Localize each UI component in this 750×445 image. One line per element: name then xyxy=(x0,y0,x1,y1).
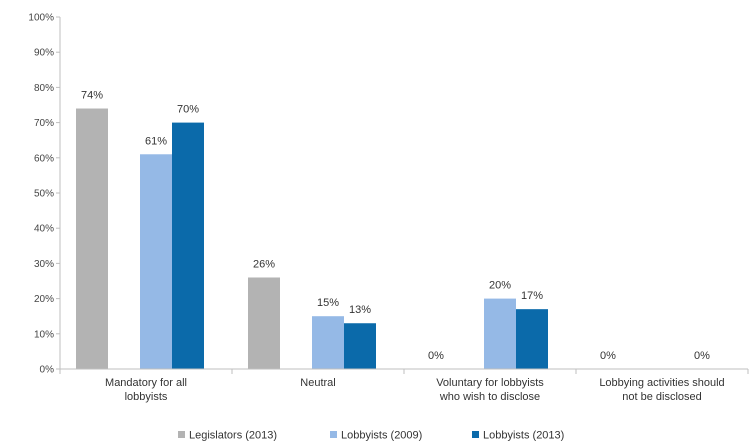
y-tick-label: 40% xyxy=(34,224,54,235)
category-label: not be disclosed xyxy=(622,391,702,403)
y-tick-label: 20% xyxy=(34,294,54,305)
category-label: Lobbying activities should xyxy=(599,377,724,389)
data-label: 0% xyxy=(428,350,444,362)
y-axis: 0% 10% 20% 30% 40% 50% 60% 70% 80% 90% 100% xyxy=(28,13,61,376)
data-label: 0% xyxy=(600,350,616,362)
legend-label: Legislators (2013) xyxy=(189,430,277,442)
y-tick-label: 10% xyxy=(34,329,54,340)
bar xyxy=(344,323,376,369)
data-label: 20% xyxy=(489,280,511,292)
legend-label: Lobbyists (2009) xyxy=(341,430,422,442)
y-tick-label: 0% xyxy=(40,365,55,376)
y-tick-label: 90% xyxy=(34,48,54,59)
category-label: Mandatory for all xyxy=(105,377,187,389)
data-label: 15% xyxy=(317,297,339,309)
bars: 74% 61% 70% 26% 15% 13% 0% 20% 17% 0% 0% xyxy=(76,90,710,370)
bar xyxy=(516,309,548,369)
data-label: 70% xyxy=(177,104,199,116)
category-label: who wish to disclose xyxy=(439,391,540,403)
data-label: 13% xyxy=(349,304,371,316)
bar xyxy=(248,277,280,369)
legend-swatch xyxy=(472,431,479,438)
bar xyxy=(484,298,516,369)
category-label: lobbyists xyxy=(125,391,168,403)
bar xyxy=(140,154,172,369)
legend-swatch xyxy=(178,431,185,438)
bar xyxy=(172,122,204,369)
data-label: 17% xyxy=(521,290,543,302)
data-label: 74% xyxy=(81,90,103,102)
legend-swatch xyxy=(330,431,337,438)
legend-label: Lobbyists (2013) xyxy=(483,430,564,442)
y-tick-label: 100% xyxy=(28,13,54,24)
y-tick-label: 50% xyxy=(34,189,54,200)
x-axis: Mandatory for all lobbyists Neutral Volunta… xyxy=(59,368,749,403)
data-label: 61% xyxy=(145,135,167,147)
y-tick-label: 60% xyxy=(34,153,54,164)
legend: Legislators (2013) Lobbyists (2009) Lobbyi… xyxy=(178,430,564,442)
y-tick-label: 70% xyxy=(34,118,54,129)
y-tick-label: 30% xyxy=(34,259,54,270)
data-label: 0% xyxy=(694,350,710,362)
bar xyxy=(312,316,344,369)
data-label: 26% xyxy=(253,258,275,270)
category-label: Voluntary for lobbyists xyxy=(436,377,544,389)
category-label: Neutral xyxy=(300,377,335,389)
y-tick-label: 80% xyxy=(34,83,54,94)
bar xyxy=(76,108,108,370)
